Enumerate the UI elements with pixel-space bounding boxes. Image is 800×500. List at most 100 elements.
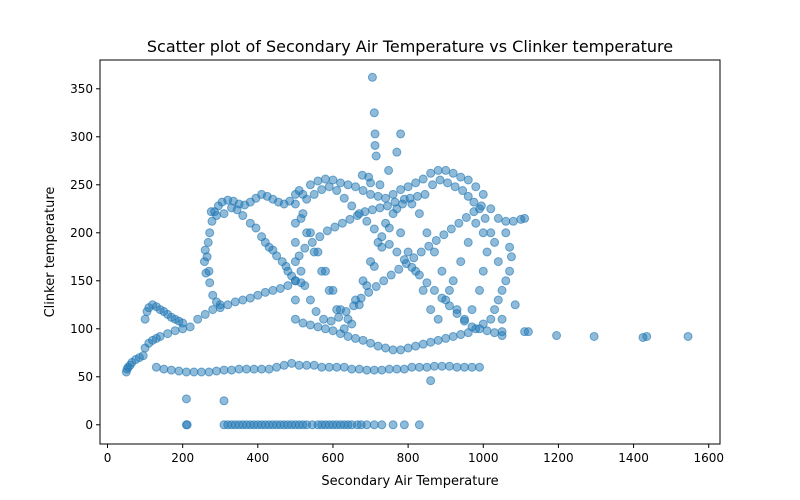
x-tick-label: 200 bbox=[171, 451, 194, 465]
scatter-point bbox=[200, 245, 210, 255]
scatter-point bbox=[319, 314, 329, 324]
scatter-point bbox=[201, 268, 211, 278]
scatter-point bbox=[403, 247, 413, 257]
scatter-point bbox=[399, 420, 409, 430]
scatter-point bbox=[441, 333, 451, 343]
scatter-point bbox=[426, 305, 436, 315]
scatter-point bbox=[309, 189, 319, 199]
scatter-point bbox=[448, 276, 458, 286]
scatter-point bbox=[429, 285, 439, 295]
y-axis-ticks: 0 50 100 150 200 250 300 350 bbox=[70, 82, 100, 432]
scatter-point bbox=[351, 333, 361, 343]
scatter-point bbox=[264, 364, 274, 374]
scatter-point bbox=[377, 242, 387, 252]
x-tick-label: 800 bbox=[397, 451, 420, 465]
scatter-point bbox=[429, 361, 439, 371]
scatter-point bbox=[181, 394, 191, 404]
scatter-point bbox=[290, 218, 300, 228]
scatter-point bbox=[431, 235, 441, 245]
scatter-point bbox=[296, 213, 306, 223]
scatter-point bbox=[260, 287, 270, 297]
scatter-point bbox=[170, 326, 180, 336]
scatter-point bbox=[322, 226, 332, 236]
scatter-point bbox=[463, 191, 473, 201]
scatter-point bbox=[396, 129, 406, 139]
scatter-point bbox=[435, 175, 445, 185]
scatter-point bbox=[392, 247, 402, 257]
scatter-point bbox=[377, 365, 387, 375]
scatter-point bbox=[392, 364, 402, 374]
scatter-point bbox=[185, 322, 195, 332]
scatter-point bbox=[178, 324, 188, 334]
scatter-point bbox=[298, 318, 308, 328]
scatter-point bbox=[478, 266, 488, 276]
scatter-point bbox=[373, 341, 383, 351]
scatter-point bbox=[478, 228, 488, 238]
scatter-point bbox=[409, 253, 419, 263]
scatter-point bbox=[219, 209, 229, 219]
scatter-point bbox=[381, 193, 391, 203]
scatter-point bbox=[463, 175, 473, 185]
scatter-point bbox=[642, 331, 652, 341]
scatter-point bbox=[683, 331, 693, 341]
scatter-point bbox=[501, 228, 511, 238]
scatter-point bbox=[315, 232, 325, 242]
scatter-point bbox=[369, 420, 379, 430]
scatter-point bbox=[362, 420, 372, 430]
scatter-point bbox=[290, 295, 300, 305]
scatter-point bbox=[219, 396, 229, 406]
scatter-point bbox=[215, 303, 225, 313]
scatter-point bbox=[480, 213, 490, 223]
scatter-point bbox=[418, 285, 428, 295]
scatter-point bbox=[478, 189, 488, 199]
scatter-point bbox=[283, 281, 293, 291]
scatter-point bbox=[490, 305, 500, 315]
scatter-point bbox=[232, 205, 242, 215]
scatter-point bbox=[328, 175, 338, 185]
scatter-point bbox=[305, 180, 315, 190]
scatter-point bbox=[384, 364, 394, 374]
scatter-point bbox=[433, 165, 443, 175]
scatter-point bbox=[272, 362, 282, 372]
scatter-point bbox=[347, 319, 357, 329]
scatter-point bbox=[358, 335, 368, 345]
scatter-point bbox=[403, 182, 413, 192]
scatter-point bbox=[443, 178, 453, 188]
scatter-point bbox=[313, 176, 323, 186]
scatter-point bbox=[476, 201, 486, 211]
scatter-point bbox=[437, 361, 447, 371]
scatter-point bbox=[589, 331, 599, 341]
scatter-point bbox=[467, 305, 477, 315]
scatter-point bbox=[208, 290, 218, 300]
scatter-point bbox=[360, 207, 370, 217]
scatter-point bbox=[371, 282, 381, 292]
scatter-point bbox=[424, 241, 434, 251]
scatter-point bbox=[349, 301, 359, 311]
scatter-point bbox=[313, 322, 323, 332]
scatter-point bbox=[373, 191, 383, 201]
scatter-point bbox=[458, 186, 468, 196]
plot-frame bbox=[99, 59, 721, 445]
scatter-point bbox=[249, 364, 259, 374]
scatter-point bbox=[444, 285, 454, 295]
scatter-point bbox=[140, 314, 150, 324]
scatter-point bbox=[341, 307, 351, 317]
scatter-point bbox=[497, 331, 507, 341]
scatter-point bbox=[300, 243, 310, 253]
scatter-point bbox=[490, 328, 500, 338]
scatter-point bbox=[493, 295, 503, 305]
scatter-point bbox=[227, 365, 237, 375]
scatter-point bbox=[223, 300, 233, 310]
scatter-point bbox=[326, 316, 336, 326]
scatter-point bbox=[320, 324, 330, 334]
scatter-point bbox=[357, 170, 367, 180]
scatter-point bbox=[251, 223, 261, 233]
x-tick-label: 400 bbox=[246, 451, 269, 465]
scatter-point bbox=[305, 320, 315, 330]
scatter-point bbox=[174, 366, 184, 376]
scatter-point bbox=[467, 362, 477, 372]
y-tick-label: 50 bbox=[78, 370, 93, 384]
scatter-point bbox=[486, 204, 496, 214]
scatter-point bbox=[300, 281, 310, 291]
scatter-point bbox=[433, 335, 443, 345]
